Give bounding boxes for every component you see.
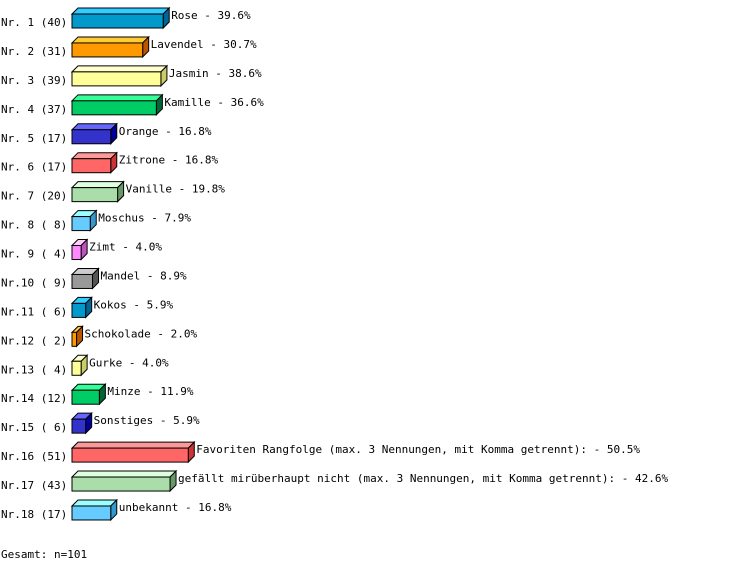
category-label: Nr.11 ( 6) [1,305,67,318]
bar-top-face [70,36,150,44]
category-label: Nr.14 (12) [1,392,67,405]
bar-top-face [70,470,178,478]
bar [71,360,82,376]
value-label: Rose - 39.6% [171,9,251,22]
category-label: Nr.12 ( 2) [1,334,67,347]
bar-top-face [70,94,164,102]
bar [71,216,91,232]
bar-top-face [70,181,125,189]
bar [71,273,94,289]
value-label: gefällt mirüberhaupt nicht (max. 3 Nennu… [178,472,668,485]
value-label: Zimt - 4.0% [89,241,162,254]
bar [71,302,87,318]
bar [71,389,100,405]
category-label: Nr.15 ( 6) [1,421,67,434]
category-label: Nr.16 (51) [1,450,67,463]
category-label: Nr. 5 (17) [1,132,67,145]
category-label: Nr.18 (17) [1,508,67,521]
bar-top-face [70,123,118,131]
total-label: Gesamt: n=101 [1,548,87,561]
category-label: Nr. 1 (40) [1,16,67,29]
bar [71,13,164,29]
value-label: Zitrone - 16.8% [119,154,219,167]
bar-top-face [70,7,171,15]
bar [71,447,189,463]
bar-top-face [70,499,118,507]
value-label: Gurke - 4.0% [89,356,169,369]
category-label: Nr. 8 ( 8) [1,219,67,232]
bar [71,71,162,87]
value-label: Vanille - 19.8% [126,183,226,196]
value-label: Orange - 16.8% [119,125,212,138]
category-label: Nr.13 ( 4) [1,363,67,376]
value-label: Kamille - 36.6% [164,96,264,109]
bar [71,129,112,145]
value-label: unbekannt - 16.8% [119,501,232,514]
bar [71,505,112,521]
category-label: Nr. 7 (20) [1,190,67,203]
bar [71,100,157,116]
bar [71,158,112,174]
value-label: Kokos - 5.9% [94,298,174,311]
value-label: Mandel - 8.9% [101,269,187,282]
value-label: Schokolade - 2.0% [85,327,198,340]
category-label: Nr. 9 ( 4) [1,248,67,261]
value-label: Lavendel - 30.7% [151,38,257,51]
bar [71,331,78,347]
value-label: Moschus - 7.9% [98,212,191,225]
value-label: Jasmin - 38.6% [169,67,262,80]
category-label: Nr. 6 (17) [1,161,67,174]
category-label: Nr.17 (43) [1,479,67,492]
bar [71,187,119,203]
category-label: Nr. 4 (37) [1,103,67,116]
bar [71,418,87,434]
category-label: Nr. 3 (39) [1,74,67,87]
bar [71,476,171,492]
value-label: Minze - 11.9% [107,385,193,398]
bar-top-face [70,65,169,73]
value-label: Favoriten Rangfolge (max. 3 Nennungen, m… [196,443,640,456]
category-label: Nr.10 ( 9) [1,276,67,289]
value-label: Sonstiges - 5.9% [94,414,200,427]
bar-top-face [70,152,118,160]
bar [71,245,82,261]
bar-top-face [70,441,196,449]
category-label: Nr. 2 (31) [1,45,67,58]
bar [71,42,144,58]
